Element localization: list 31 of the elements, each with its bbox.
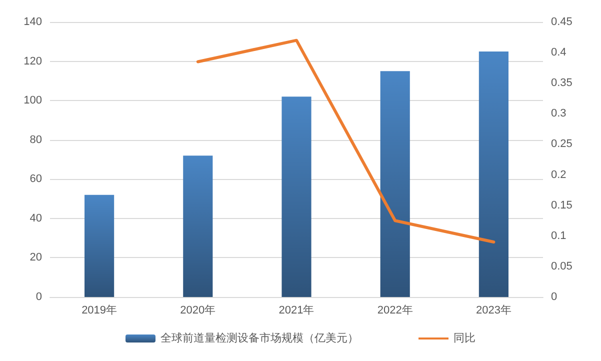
bar — [478, 51, 508, 297]
bar — [84, 194, 114, 297]
bar — [282, 96, 312, 297]
y2-tick-label: 0.4 — [551, 46, 566, 59]
y-tick-label: 140 — [24, 16, 42, 28]
y2-tick-label: 0.15 — [551, 199, 572, 212]
y-tick-label: 80 — [30, 134, 42, 146]
y2-tick-label: 0.45 — [551, 16, 572, 28]
y2-tick-label: 0.2 — [551, 168, 566, 181]
y-tick-label: 20 — [30, 252, 42, 264]
y-tick-label: 120 — [24, 55, 42, 68]
y2-tick-label: 0.3 — [551, 108, 566, 120]
x-tick-label: 2020年 — [180, 304, 216, 316]
x-tick-label: 2021年 — [278, 304, 314, 316]
y2-tick-label: 0.05 — [551, 260, 572, 272]
y-tick-label: 60 — [30, 173, 42, 186]
bar — [183, 156, 213, 297]
bar — [380, 71, 410, 297]
x-tick-label: 2023年 — [476, 304, 512, 316]
y2-tick-label: 0 — [551, 291, 558, 303]
x-tick-label: 2022年 — [377, 304, 413, 316]
x-tick-label: 2019年 — [82, 304, 118, 316]
legend-label: 同比 — [454, 332, 476, 344]
y-tick-label: 100 — [24, 94, 42, 107]
y-tick-label: 40 — [30, 212, 42, 224]
y-tick-label: 0 — [36, 291, 42, 303]
y2-tick-label: 0.25 — [551, 138, 572, 150]
y2-tick-label: 0.35 — [551, 77, 572, 90]
legend-label: 全球前道量检测设备市场规模（亿美元） — [160, 332, 358, 344]
line-series — [196, 38, 496, 244]
y2-tick-label: 0.1 — [551, 230, 566, 242]
